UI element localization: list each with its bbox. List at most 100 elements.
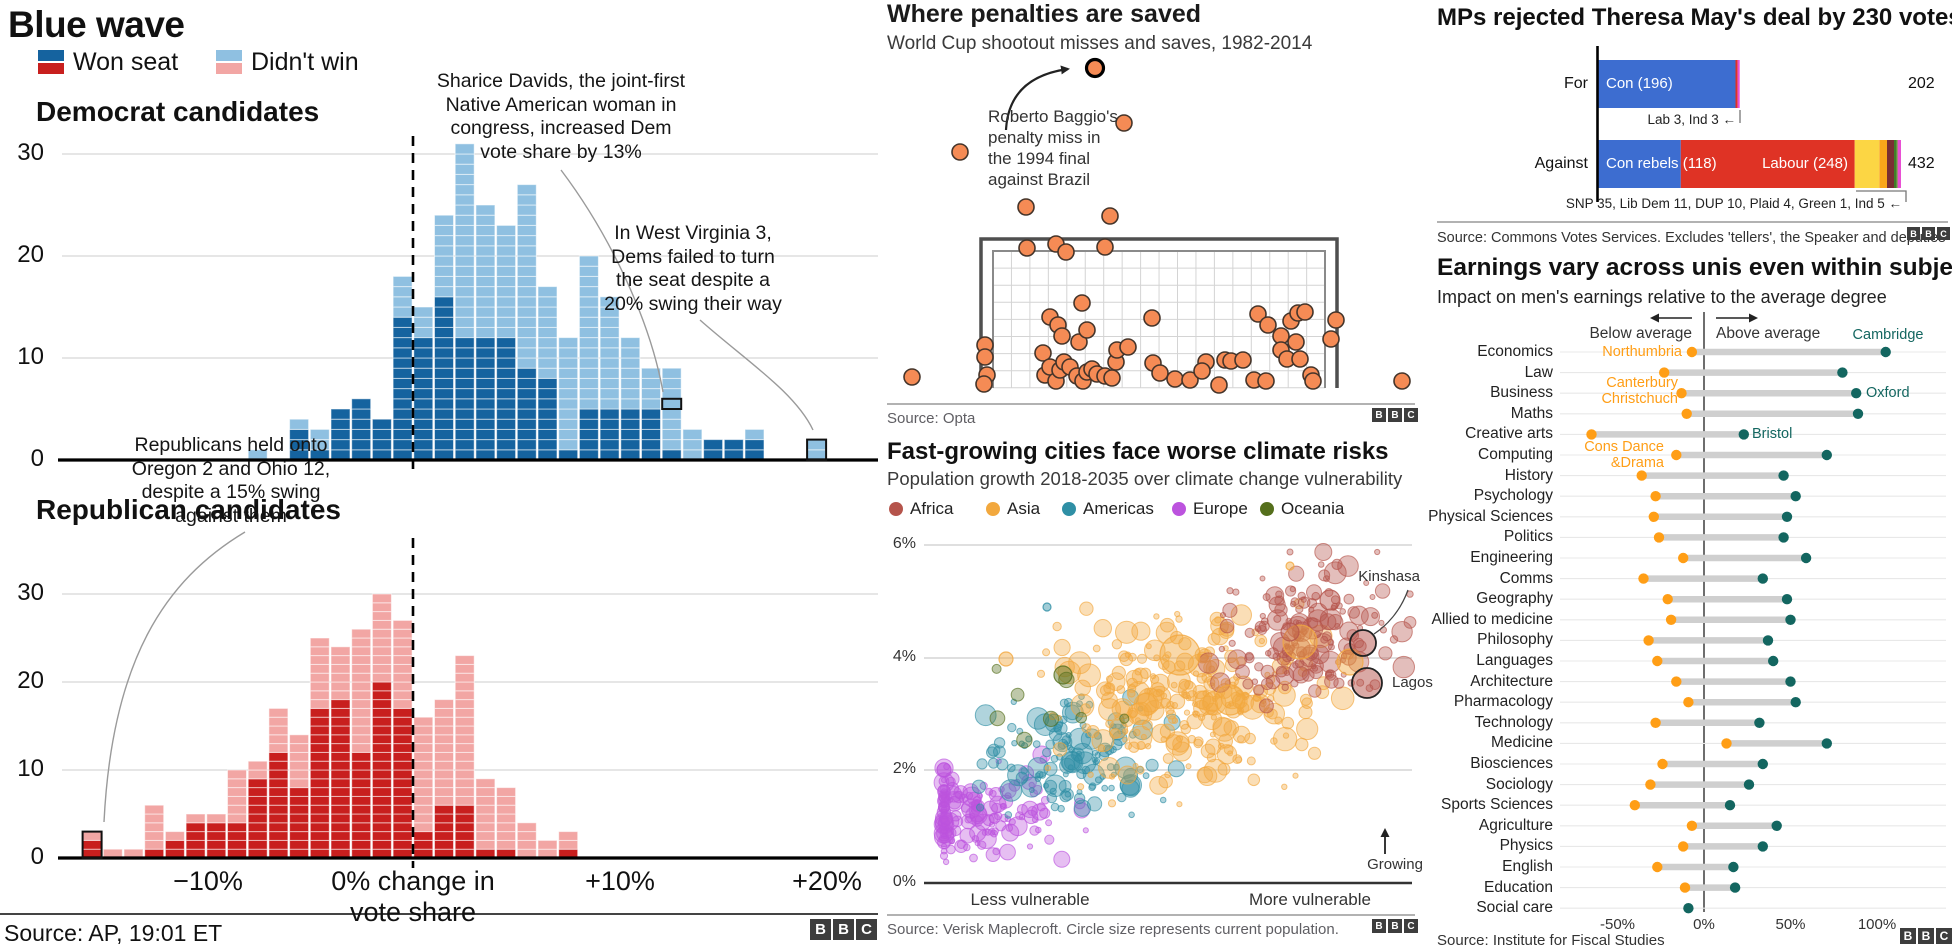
city-bubble-americas — [1092, 759, 1099, 766]
city-bubble-oceania — [1042, 710, 1060, 728]
bar-unit-won — [392, 707, 413, 718]
bar-unit-won — [537, 439, 558, 451]
bar-unit-lost — [434, 265, 454, 277]
city-bubble-africa — [1219, 618, 1235, 634]
city-bubble-asia — [1254, 634, 1268, 648]
penalty-dot — [1078, 321, 1096, 339]
city-bubble-asia — [1274, 716, 1283, 725]
bar-unit-won — [413, 839, 434, 850]
penalty-dot — [1096, 238, 1114, 256]
high-uni-dot — [1729, 882, 1741, 893]
bar-unit-lost — [454, 326, 475, 339]
bar-unit-lost — [661, 398, 682, 410]
bar-unit-won — [599, 418, 620, 430]
bar-unit-lost — [392, 619, 413, 630]
city-bubble-africa — [1340, 649, 1357, 666]
bar-unit-lost — [558, 337, 579, 349]
city-bubble-europe — [1031, 816, 1039, 824]
bar-unit-lost — [351, 699, 372, 709]
bar-unit-won — [351, 831, 372, 841]
bar-unit-lost — [537, 316, 558, 328]
city-bubble-africa — [1275, 665, 1288, 678]
bar-unit-lost — [268, 707, 289, 718]
bar-unit-won — [434, 316, 454, 328]
bar-unit-lost — [661, 388, 682, 400]
city-bubble-africa — [1392, 655, 1416, 679]
bar-unit-won — [516, 388, 537, 400]
bar-unit-lost — [351, 655, 372, 665]
bar-unit-lost — [558, 367, 579, 379]
uni-label-cambridge: Cambridge — [1852, 327, 1924, 343]
bar-unit-lost — [164, 831, 185, 841]
subject-label: Biosciences — [1470, 755, 1553, 772]
high-uni-dot — [1778, 470, 1789, 481]
bar-unit-lost — [434, 716, 454, 727]
city-bubble-europe — [994, 811, 1003, 821]
bar-unit-lost — [413, 769, 434, 780]
bar-unit-won — [309, 822, 330, 833]
bar-unit-won — [537, 428, 558, 441]
bar-unit-lost — [413, 804, 434, 815]
bar-unit-won — [392, 398, 413, 410]
city-bubble-asia — [1087, 771, 1094, 778]
city-bubble-asia — [1237, 735, 1245, 743]
callout-line-kinshasa — [1373, 589, 1409, 635]
penalties-subtitle: World Cup shootout misses and saves, 198… — [887, 33, 1313, 54]
city-bubble-asia — [1111, 698, 1134, 720]
bar-unit-won — [454, 439, 475, 451]
city-bubble-africa — [1218, 645, 1226, 653]
city-bubble-africa — [1289, 586, 1296, 593]
bar-unit-won — [392, 326, 413, 339]
bar-unit-won — [454, 804, 475, 815]
penalty-dot — [1327, 311, 1345, 329]
bar-unit-lost — [475, 813, 496, 824]
city-bubble-africa — [1281, 683, 1289, 692]
bar-unit-won — [371, 813, 392, 824]
city-bubble-africa — [1324, 674, 1339, 689]
city-bubble-asia — [1070, 693, 1095, 718]
bar-unit-lost — [413, 734, 434, 745]
high-uni-dot — [1757, 758, 1769, 770]
bar-unit-lost — [806, 439, 827, 451]
bar-unit-won — [371, 795, 392, 806]
high-uni-dot — [1880, 346, 1891, 358]
bar-unit-lost — [475, 804, 496, 815]
bar-unit-lost — [371, 672, 392, 683]
city-bubble-asia — [1133, 692, 1158, 717]
city-bubble-africa — [1228, 639, 1236, 647]
penalty-dot — [1181, 371, 1199, 389]
city-bubble-asia — [1044, 764, 1052, 772]
city-bubble-asia — [1174, 660, 1186, 672]
city-bubble-africa — [1337, 555, 1359, 577]
bar-unit-lost — [309, 663, 330, 674]
bar-unit-lost — [537, 326, 558, 339]
bar-unit-lost — [661, 408, 682, 420]
bar-unit-lost — [475, 787, 496, 797]
city-bubble-asia — [1052, 742, 1068, 757]
bar-unit-lost — [496, 265, 517, 277]
city-bubble-africa — [1274, 595, 1285, 606]
low-uni-dot — [1650, 491, 1661, 502]
bar-unit-won — [454, 418, 475, 430]
city-bubble-africa — [1244, 651, 1254, 661]
bar-unit-lost — [454, 690, 475, 701]
city-bubble-americas — [1057, 804, 1065, 813]
bar-unit-lost — [392, 690, 413, 701]
bar-unit-lost — [496, 296, 517, 308]
bar-unit-lost — [309, 646, 330, 657]
earnings-axis-tick: 50% — [1775, 916, 1806, 933]
city-bubble-africa — [1313, 633, 1334, 653]
bar-unit-lost — [392, 663, 413, 674]
penalty-dot — [1259, 316, 1277, 334]
bar-unit-won — [268, 778, 289, 789]
bar-unit-lost — [371, 655, 392, 665]
bar-unit-won — [454, 822, 475, 833]
bar-unit-won — [454, 347, 475, 359]
bar-unit-won — [330, 769, 351, 780]
bar-unit-lost — [496, 235, 517, 247]
city-bubble-africa — [1258, 698, 1274, 714]
bar-unit-won — [330, 760, 351, 771]
low-uni-dot — [1650, 717, 1661, 728]
